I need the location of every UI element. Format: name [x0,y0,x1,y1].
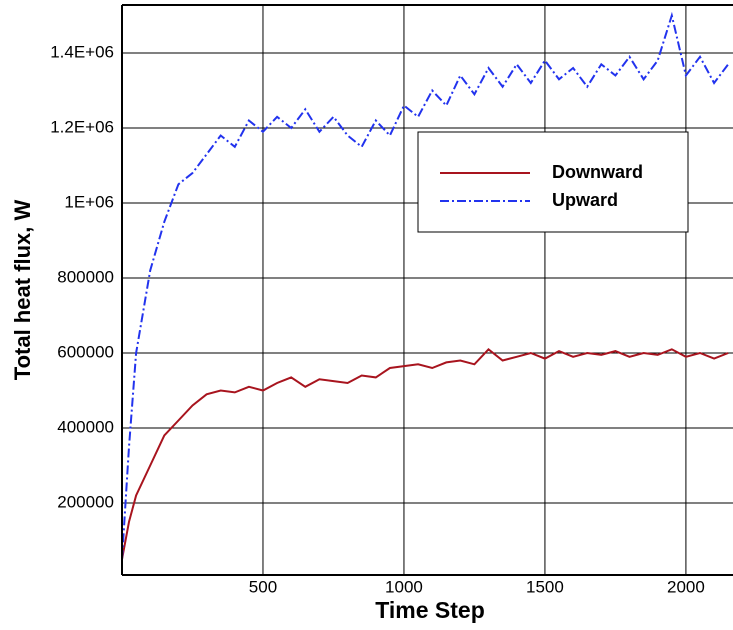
x-axis-label: Time Step [375,597,485,623]
y-tick-label: 400000 [57,417,114,436]
legend-box [417,131,689,233]
x-tick-label: 1000 [385,577,423,596]
series-line [122,11,729,560]
x-tick-label: 500 [249,577,277,596]
series-line [122,347,729,560]
y-tick-label: 200000 [57,492,114,511]
x-tick-label: 2000 [667,577,705,596]
legend-label: Upward [552,190,618,210]
x-tick-label: 1500 [526,577,564,596]
frame [121,4,733,576]
y-tick-label: 800000 [57,267,114,286]
y-tick-label: 600000 [57,342,114,361]
plot-area [122,11,729,560]
legend: Downward Upward [417,131,689,233]
legend-label: Downward [552,162,643,182]
y-axis-label: Total heat flux, W [10,200,35,381]
y-tick-label: 1.2E+06 [50,117,114,136]
y-tick-label: 1E+06 [64,192,114,211]
y-tick-label: 1.4E+06 [50,42,114,61]
